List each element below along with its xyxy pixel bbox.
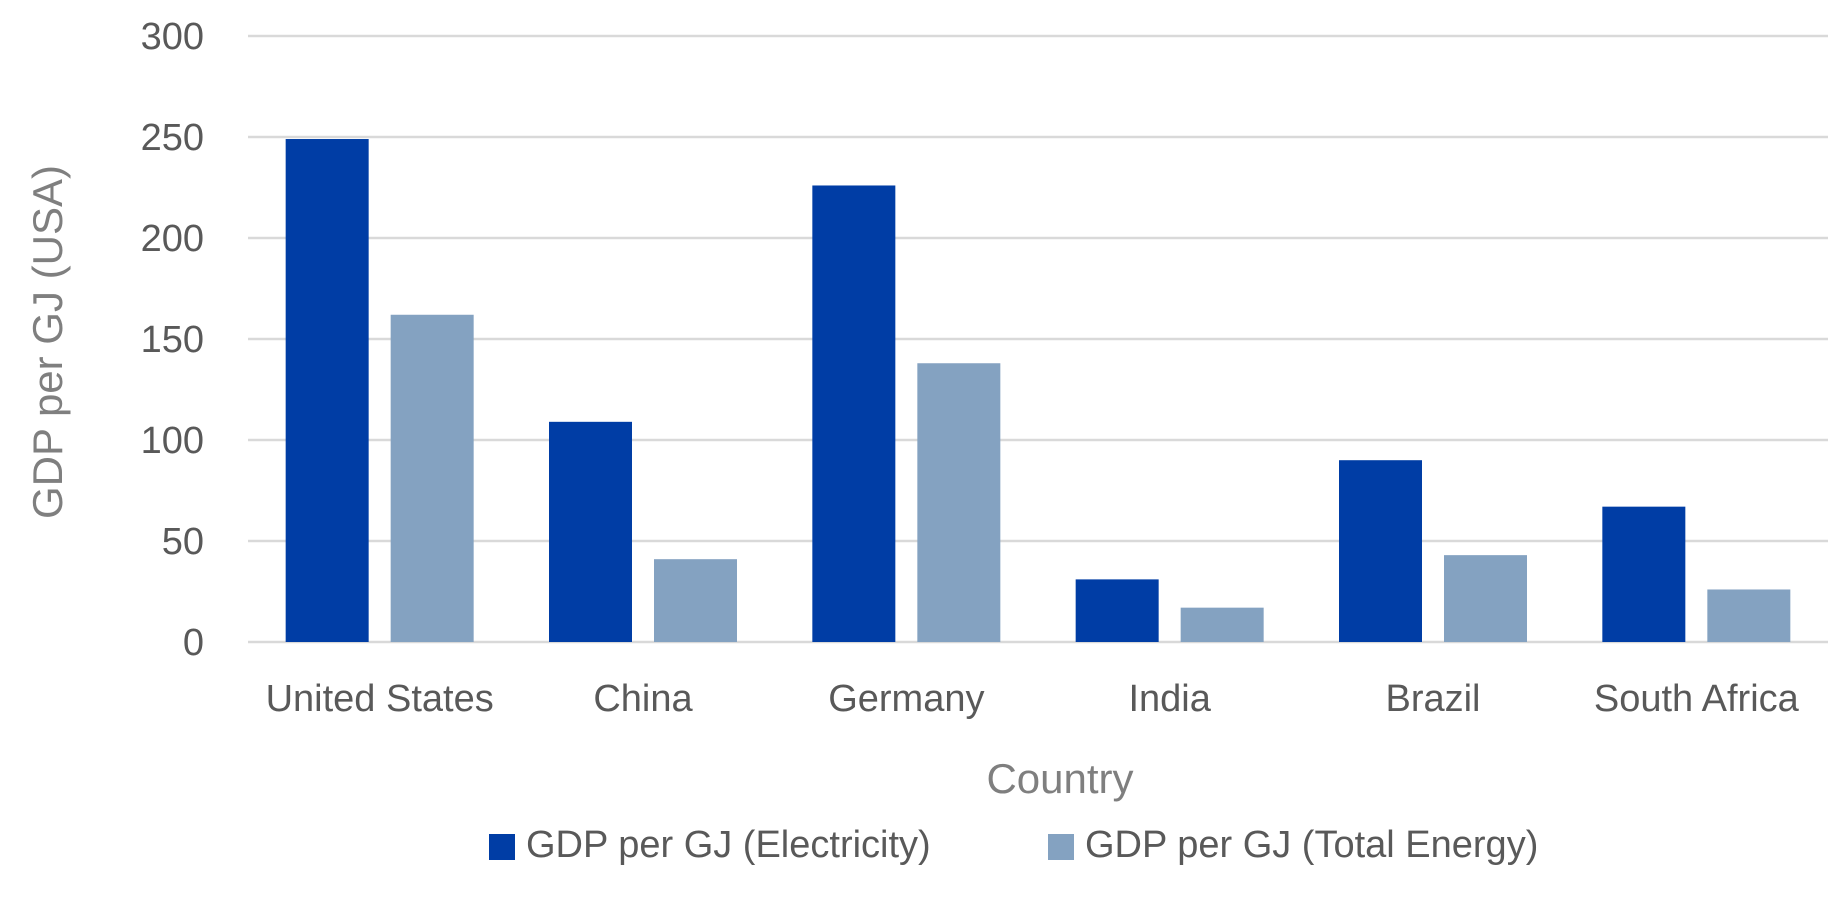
bar-electricity-china	[549, 421, 632, 642]
x-axis-ticks: United States China Germany India Brazil Sout…	[266, 678, 1800, 720]
y-tick-label: 250	[141, 117, 204, 159]
legend-swatch	[1048, 834, 1074, 860]
bar-electricity-india	[1075, 579, 1159, 642]
bar-electricity-germany	[812, 185, 896, 643]
x-tick-label: United States	[266, 678, 494, 720]
y-tick-label: 300	[141, 16, 204, 58]
x-tick-label: India	[1128, 678, 1211, 720]
bar-electricity-brazil	[1339, 460, 1422, 642]
bar-electricity-united-states	[285, 139, 369, 642]
legend: GDP per GJ (Electricity) GDP per GJ (Tota…	[489, 824, 1538, 866]
y-tick-label: 150	[141, 319, 204, 361]
y-tick-label: 0	[183, 622, 204, 664]
bar-total-energy-china	[654, 559, 737, 642]
y-tick-label: 100	[141, 420, 204, 462]
bar-total-energy-united-states	[390, 314, 474, 642]
bar-total-energy-germany	[917, 363, 1001, 642]
x-tick-label: South Africa	[1594, 678, 1800, 720]
y-axis-title: GDP per GJ (USA)	[24, 165, 71, 519]
legend-label: GDP per GJ (Total Energy)	[1085, 824, 1538, 866]
x-axis-title: Country	[986, 755, 1133, 802]
x-tick-label: Germany	[828, 678, 984, 720]
bar-total-energy-brazil	[1444, 555, 1527, 642]
bar-total-energy-south-africa	[1707, 589, 1791, 642]
x-tick-label: China	[593, 678, 693, 720]
legend-label: GDP per GJ (Electricity)	[526, 824, 931, 866]
bar-electricity-south-africa	[1602, 506, 1686, 642]
y-tick-label: 200	[141, 218, 204, 260]
bar-total-energy-india	[1180, 607, 1264, 642]
gridlines	[248, 34, 1828, 644]
y-tick-label: 50	[162, 521, 204, 563]
legend-swatch	[489, 834, 515, 860]
bars	[285, 139, 1791, 643]
y-axis-ticks: 0 50 100 150 200 250 300	[141, 16, 204, 664]
x-tick-label: Brazil	[1385, 678, 1480, 720]
